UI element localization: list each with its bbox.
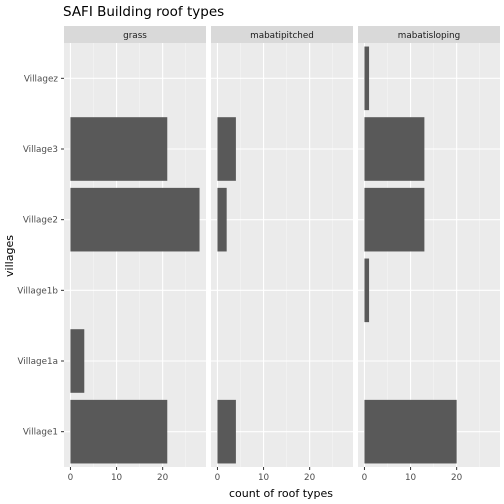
facet-strip-label: grass [123, 31, 147, 41]
x-tick-label: 20 [157, 473, 169, 483]
panel-background [64, 43, 206, 467]
panel-background [211, 43, 353, 467]
bar-grass-Village2 [70, 187, 200, 252]
x-tick-label: 10 [258, 473, 270, 483]
bar-mabatisloping-Villagez [364, 46, 370, 111]
y-axis-title: villages [3, 235, 16, 277]
bar-mabatisloping-Village3 [364, 117, 425, 181]
bar-mabatisloping-Village2 [364, 187, 425, 252]
panel-background [358, 43, 500, 467]
facet-strip [64, 26, 206, 43]
x-tick-label: 10 [405, 473, 417, 483]
facet-strip-label: mabatipitched [250, 31, 314, 41]
y-tick-label: Villagez [24, 74, 59, 84]
chart-title: SAFI Building roof types [63, 4, 224, 20]
bar-grass-Village1a [70, 329, 85, 393]
y-tick-label: Village1 [23, 428, 58, 438]
x-tick-label: 0 [68, 473, 74, 483]
bar-grass-Village1 [70, 399, 168, 464]
bar-mabatisloping-Village1b [364, 258, 370, 323]
y-tick-label: Village1a [17, 357, 58, 367]
y-tick-label: Village2 [23, 216, 58, 226]
x-tick-label: 20 [451, 473, 463, 483]
x-tick-label: 20 [304, 473, 316, 483]
bar-mabatipitched-Village1 [217, 399, 236, 464]
facet-strip-label: mabatisloping [398, 31, 460, 41]
y-tick-label: Village3 [23, 145, 58, 155]
facet-panel-grass: grass 0 10 20 [64, 26, 206, 483]
x-tick-label: 10 [111, 473, 123, 483]
facet-strip [358, 26, 500, 43]
facet-strip [211, 26, 353, 43]
bar-mabatisloping-Village1 [364, 399, 457, 464]
y-tick-label: Village1b [17, 286, 58, 296]
bar-mabatipitched-Village3 [217, 117, 236, 181]
bar-grass-Village3 [70, 117, 168, 181]
bar-mabatipitched-Village2 [217, 187, 227, 252]
x-tick-label: 0 [215, 473, 221, 483]
x-axis-title: count of roof types [229, 487, 333, 500]
facet-panel-mabatisloping: mabatisloping 0 10 20 [358, 26, 500, 483]
x-tick-label: 0 [362, 473, 368, 483]
facet-panel-mabatipitched: mabatipitched 0 10 20 [211, 26, 353, 483]
y-axis: Village1 Village1a Village1b Village2 Villag… [17, 74, 64, 438]
